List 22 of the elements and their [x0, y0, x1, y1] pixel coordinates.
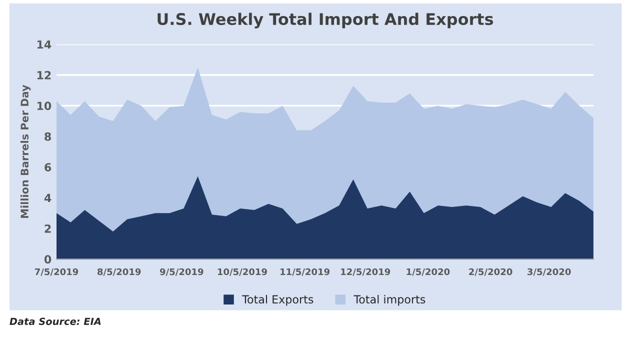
y-tick-label: 14	[37, 40, 52, 49]
y-tick-label: 12	[37, 70, 51, 80]
legend-label: Total imports	[354, 294, 426, 306]
chart-title: U.S. Weekly Total Import And Exports	[158, 12, 494, 28]
x-tick-label: 8/5/2019	[98, 268, 141, 276]
y-tick-label: 2	[44, 224, 51, 233]
x-tick-label: 3/5/2020	[528, 268, 571, 276]
y-tick-label: 6	[44, 163, 52, 172]
legend-label: Total Exports	[242, 294, 314, 306]
y-tick-label: 0	[44, 255, 52, 264]
x-tick-label: 7/5/2019	[34, 268, 78, 276]
y-tick-label: 10	[37, 102, 52, 110]
x-tick-label: 2/5/2020	[469, 268, 512, 276]
y-axis-title: Million Barrels Per Day	[20, 84, 31, 218]
x-tick-label: 12/5/2019	[341, 268, 390, 276]
x-tick-label: 10/5/2019	[218, 268, 267, 276]
y-tick-label: 8	[44, 132, 51, 141]
x-tick-label: 11/5/2019	[280, 268, 330, 276]
source-note: Data Source: EIA	[10, 318, 101, 326]
y-tick-label: 4	[44, 194, 52, 202]
x-tick-label: 1/5/2020	[406, 268, 450, 276]
x-tick-label: 9/5/2019	[160, 268, 204, 276]
